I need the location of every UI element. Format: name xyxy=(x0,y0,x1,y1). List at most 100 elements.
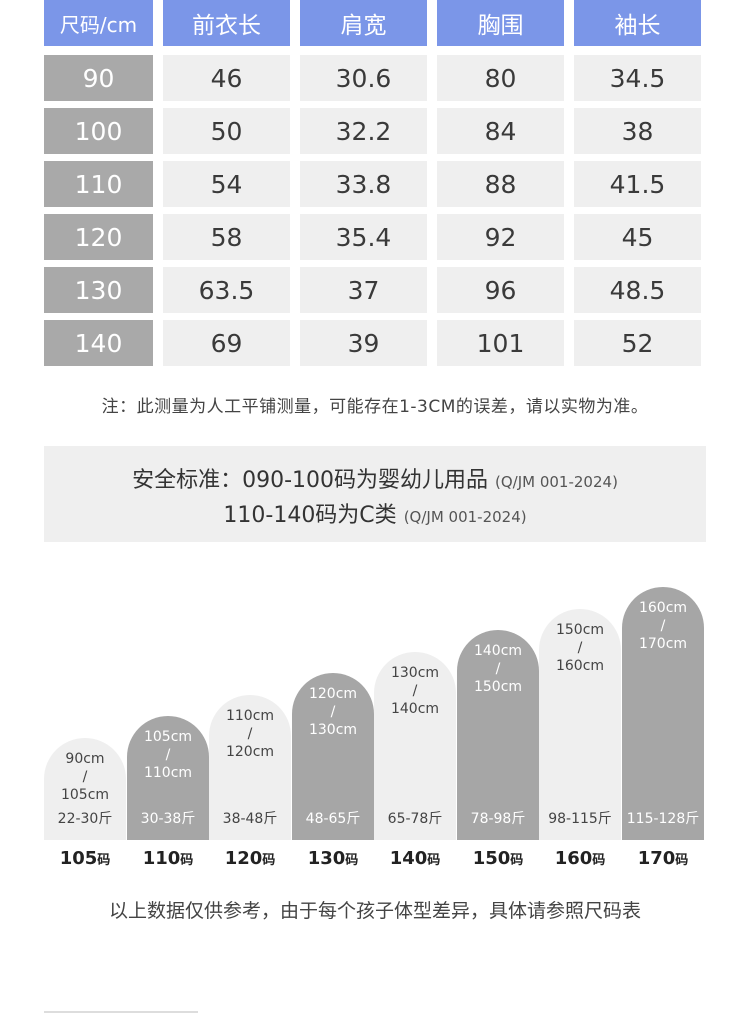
weight-range: 30-38斤 xyxy=(140,811,196,827)
size-code-number: 150 xyxy=(472,848,511,869)
weight-range: 38-48斤 xyxy=(222,811,278,827)
size-code: 170码 xyxy=(622,848,704,869)
size-code-number: 105 xyxy=(59,848,98,869)
height-range-line: / xyxy=(577,640,583,656)
size-code: 130码 xyxy=(292,848,374,869)
weight-range: 48-65斤 xyxy=(305,811,361,827)
table-row: 120 58 35.4 92 45 xyxy=(44,214,706,260)
size-arch: 160cm / 170cm 115-128斤 xyxy=(622,587,704,840)
size-code-suffix: 码 xyxy=(675,853,689,868)
table-cell-size: 110 xyxy=(44,161,153,207)
height-range-line: / xyxy=(165,747,171,763)
size-code: 150码 xyxy=(457,848,539,869)
table-cell-size: 100 xyxy=(44,108,153,154)
measurement-note: 注：此测量为人工平铺测量，可能存在1-3CM的误差，请以实物为准。 xyxy=(101,397,649,417)
size-code-suffix: 码 xyxy=(262,853,276,868)
height-range: 90cm / 105cm xyxy=(44,750,126,804)
height-range-line: 160cm xyxy=(555,658,605,674)
height-range-line: 105cm xyxy=(60,787,110,803)
safety-standard-line-1: 安全标准：090-100码为婴幼儿用品 (Q/JM 001-2024) xyxy=(44,462,706,494)
size-code-suffix: 码 xyxy=(510,853,524,868)
table-cell-size: 140 xyxy=(44,320,153,366)
table-cell: 96 xyxy=(437,267,564,313)
table-cell: 39 xyxy=(300,320,427,366)
table-row: 130 63.5 37 96 48.5 xyxy=(44,267,706,313)
table-row: 110 54 33.8 88 41.5 xyxy=(44,161,706,207)
size-code-row: 105码 110码 120码 130码 140码 150码 160码 170码 xyxy=(44,848,706,872)
header-cell-size: 尺码/cm xyxy=(44,0,153,46)
height-range: 140cm / 150cm xyxy=(457,642,539,696)
weight-range: 98-115斤 xyxy=(548,811,612,827)
height-range-line: 140cm xyxy=(473,643,523,659)
table-cell: 50 xyxy=(163,108,290,154)
table-row: 140 69 39 101 52 xyxy=(44,320,706,366)
table-cell: 63.5 xyxy=(163,267,290,313)
height-range-line: 105cm xyxy=(143,729,193,745)
safety-standard-text: 110-140码为C类 xyxy=(223,503,397,528)
size-arch: 110cm / 120cm 38-48斤 xyxy=(209,695,291,840)
table-cell: 33.8 xyxy=(300,161,427,207)
table-cell-size: 130 xyxy=(44,267,153,313)
table-cell: 38 xyxy=(574,108,701,154)
table-header-row: 尺码/cm 前衣长 肩宽 胸围 袖长 xyxy=(44,0,706,46)
size-code-number: 160 xyxy=(554,848,593,869)
height-range-line: / xyxy=(412,683,418,699)
height-range-line: 110cm xyxy=(225,708,275,724)
table-cell: 88 xyxy=(437,161,564,207)
height-range-line: / xyxy=(330,704,336,720)
table-cell: 46 xyxy=(163,55,290,101)
height-range-line: 160cm xyxy=(638,600,688,616)
table-cell: 48.5 xyxy=(574,267,701,313)
divider xyxy=(44,1011,198,1013)
size-arch: 120cm / 130cm 48-65斤 xyxy=(292,673,374,840)
size-code-number: 140 xyxy=(389,848,428,869)
size-table: 尺码/cm 前衣长 肩宽 胸围 袖长 90 46 30.6 80 34.5 10… xyxy=(44,0,706,373)
size-code-suffix: 码 xyxy=(592,853,606,868)
height-range: 105cm / 110cm xyxy=(127,728,209,782)
height-range: 120cm / 130cm xyxy=(292,685,374,739)
height-range-line: 170cm xyxy=(638,636,688,652)
size-code-suffix: 码 xyxy=(345,853,359,868)
table-cell: 30.6 xyxy=(300,55,427,101)
table-cell: 45 xyxy=(574,214,701,260)
table-cell: 69 xyxy=(163,320,290,366)
table-cell: 58 xyxy=(163,214,290,260)
height-range-line: 110cm xyxy=(143,765,193,781)
table-cell: 35.4 xyxy=(300,214,427,260)
size-arch: 140cm / 150cm 78-98斤 xyxy=(457,630,539,840)
safety-standard-line-2: 110-140码为C类 (Q/JM 001-2024) xyxy=(44,497,706,529)
weight-range: 22-30斤 xyxy=(57,811,113,827)
size-code-suffix: 码 xyxy=(97,853,111,868)
size-arch: 150cm / 160cm 98-115斤 xyxy=(539,609,621,840)
header-cell-shoulder: 肩宽 xyxy=(300,0,427,46)
height-range-line: 130cm xyxy=(390,665,440,681)
size-code-suffix: 码 xyxy=(427,853,441,868)
height-range: 160cm / 170cm xyxy=(622,599,704,653)
height-size-chart: 90cm/105cm 22-30斤 105cm/110cm 30-38斤 110cm/1… xyxy=(44,560,706,840)
size-code: 110码 xyxy=(127,848,209,869)
size-code-number: 170 xyxy=(637,848,676,869)
height-range-line: 140cm xyxy=(390,701,440,717)
table-row: 90 46 30.6 80 34.5 xyxy=(44,55,706,101)
table-cell-size: 90 xyxy=(44,55,153,101)
table-cell: 34.5 xyxy=(574,55,701,101)
size-code: 120码 xyxy=(209,848,291,869)
table-cell-size: 120 xyxy=(44,214,153,260)
table-cell: 92 xyxy=(437,214,564,260)
size-code-number: 110 xyxy=(142,848,181,869)
height-range: 110cm / 120cm xyxy=(209,707,291,761)
header-cell-front-length: 前衣长 xyxy=(163,0,290,46)
table-cell: 32.2 xyxy=(300,108,427,154)
size-arch: 105cm / 110cm 30-38斤 xyxy=(127,716,209,840)
height-range-line: 90cm xyxy=(65,751,105,767)
size-arch: 130cm / 140cm 65-78斤 xyxy=(374,652,456,840)
height-range-line: 120cm xyxy=(225,744,275,760)
height-range: 150cm / 160cm xyxy=(539,621,621,675)
size-code-number: 130 xyxy=(307,848,346,869)
weight-range: 65-78斤 xyxy=(387,811,443,827)
size-code: 140码 xyxy=(374,848,456,869)
height-range-line: 130cm xyxy=(308,722,358,738)
height-range-line: / xyxy=(495,661,501,677)
size-code: 105码 xyxy=(44,848,126,869)
header-cell-chest: 胸围 xyxy=(437,0,564,46)
